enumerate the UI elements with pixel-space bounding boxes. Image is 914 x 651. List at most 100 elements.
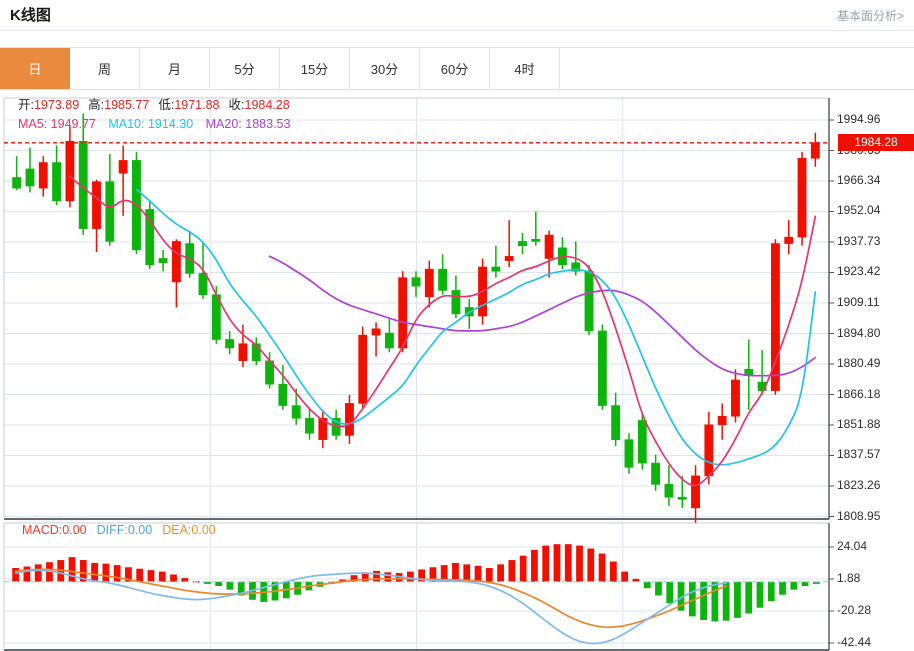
price-axis-label: 1837.57 [837, 447, 881, 462]
macd-bar-positive [553, 544, 561, 582]
candle-down [597, 330, 607, 406]
diff-line [14, 569, 727, 645]
macd-bar-negative [688, 581, 696, 617]
diff-value: 0.00 [127, 523, 153, 537]
candle-up [504, 256, 514, 261]
tab-周[interactable]: 周 [70, 48, 140, 89]
candle-down [664, 484, 674, 498]
kline-chart-canvas[interactable] [0, 90, 914, 651]
tab-label: 5分 [234, 62, 255, 77]
macd-bar-negative [779, 581, 786, 595]
macd-bar-positive [68, 557, 76, 582]
tab-label: 30分 [370, 62, 399, 77]
macd-bar-positive [113, 565, 121, 582]
candle-up [797, 157, 807, 238]
price-axis-label: 1894.80 [837, 325, 881, 340]
macd-bar-positive [587, 548, 595, 582]
candle-up [704, 424, 714, 477]
price-axis-label: 1966.34 [837, 173, 881, 187]
macd-bar-negative [655, 581, 662, 596]
candle-down [25, 168, 35, 187]
candle-up [318, 418, 328, 440]
macd-bar-positive [23, 566, 31, 582]
candle-down [637, 420, 647, 464]
candle-down [225, 339, 235, 349]
macd-bar-negative [677, 581, 685, 611]
macd-bar-positive [136, 568, 144, 582]
candle-down [677, 496, 687, 500]
candle-down [451, 290, 461, 315]
tab-label: 4时 [514, 62, 535, 77]
dea-value: 0.00 [191, 523, 216, 537]
candle-down [651, 462, 661, 485]
macd-bar-negative [203, 581, 211, 584]
tab-label: 日 [28, 62, 42, 77]
price-axis-label: 1909.11 [837, 294, 880, 309]
tab-15分[interactable]: 15分 [280, 48, 350, 89]
macd-bar-positive [125, 567, 132, 582]
candle-down [12, 177, 22, 189]
tabbar-filler [560, 48, 914, 89]
price-axis-label: 1866.18 [837, 386, 881, 401]
current-price-badge: 1984.28 [838, 133, 914, 151]
macd-bar-positive [531, 549, 538, 582]
candle-up [424, 268, 434, 298]
candle-down [145, 209, 155, 266]
macd-bar-positive [12, 567, 20, 582]
close-value: 1984.28 [244, 98, 290, 112]
page-title: K线图 [10, 6, 51, 24]
candle-up [345, 403, 354, 436]
macd-bar-positive [147, 570, 155, 582]
candle-down [158, 258, 168, 264]
ma5-value: 1949.77 [50, 117, 96, 131]
macd-bar-positive [91, 562, 98, 582]
high-label: 高: [88, 98, 105, 112]
dea-label: DEA: [162, 523, 192, 537]
macd-bar-negative [237, 581, 245, 596]
macd-bar-negative [722, 581, 730, 621]
low-value: 1971.88 [174, 98, 220, 112]
candle-up [238, 343, 248, 362]
candle-up [118, 160, 128, 174]
macd-bar-positive [452, 562, 459, 582]
price-axis-label: 1851.88 [837, 416, 881, 431]
tab-30分[interactable]: 30分 [350, 48, 420, 89]
macd-bar-positive [34, 564, 42, 582]
macd-bar-positive [418, 569, 426, 582]
macd-bar-negative [215, 581, 223, 587]
macd-bar-positive [497, 564, 504, 582]
macd-bar-positive [79, 560, 87, 582]
candle-down [518, 241, 527, 246]
macd-bar-negative [745, 581, 753, 614]
macd-axis-label: 1.88 [837, 571, 861, 585]
candle-down [384, 332, 394, 349]
open-value: 1973.89 [33, 98, 80, 112]
macd-bar-positive [429, 567, 437, 582]
header-divider [0, 30, 914, 31]
candle-down [584, 270, 594, 332]
macd-bar-positive [102, 563, 110, 582]
candle-up [784, 236, 794, 244]
tab-60分[interactable]: 60分 [420, 48, 490, 89]
ma10-value: 1914.30 [147, 117, 194, 131]
candle-down [278, 383, 288, 406]
candle-down [305, 418, 314, 434]
macd-bar-negative [790, 581, 798, 590]
macd-bar-negative [700, 581, 707, 620]
macd-axis-label: 24.04 [837, 539, 868, 553]
macd-bar-positive [181, 578, 189, 582]
tab-label: 周 [97, 62, 111, 77]
tab-月[interactable]: 月 [140, 48, 210, 89]
candle-down [251, 343, 261, 362]
macd-bar-negative [226, 581, 234, 590]
macd-bar-positive [598, 553, 606, 582]
fundamental-analysis-link[interactable]: 基本面分析> [836, 8, 904, 23]
tab-label: 60分 [440, 62, 469, 77]
tab-5分[interactable]: 5分 [210, 48, 280, 89]
tab-4时[interactable]: 4时 [490, 48, 560, 89]
tab-日[interactable]: 日 [0, 48, 70, 89]
tab-label: 15分 [300, 62, 329, 77]
macd-bar-positive [564, 544, 572, 582]
tab-label: 月 [167, 62, 181, 77]
candle-up [92, 181, 101, 229]
